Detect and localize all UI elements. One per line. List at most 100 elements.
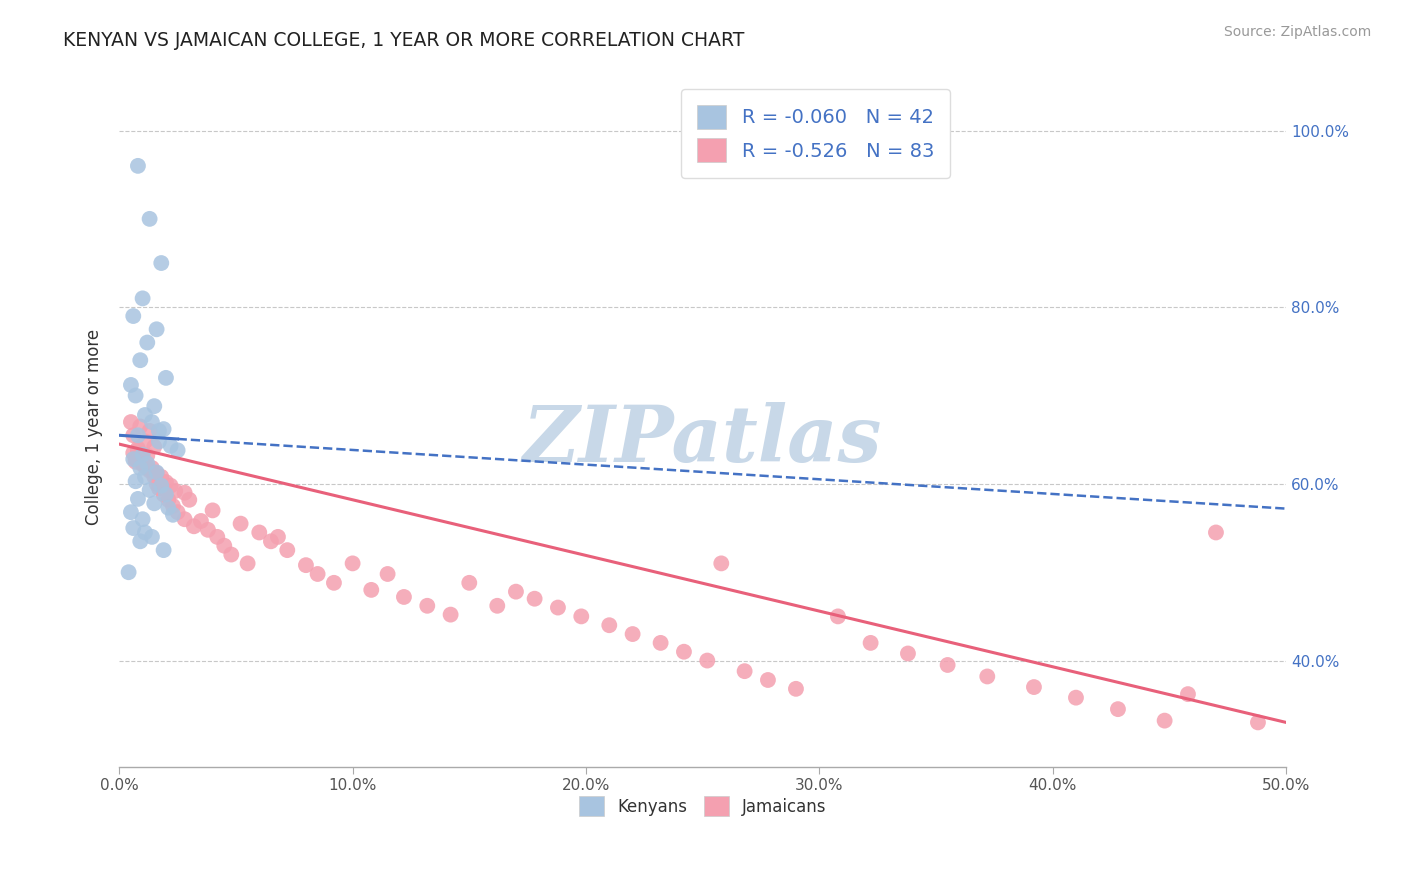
Point — [150, 256, 173, 270]
Point — [143, 399, 166, 413]
Point — [150, 478, 173, 492]
Point — [145, 467, 167, 481]
Point — [134, 459, 156, 474]
Point — [120, 378, 142, 392]
Point — [145, 476, 167, 491]
Point — [377, 566, 399, 581]
Point — [295, 558, 318, 573]
Point — [124, 474, 146, 488]
Point — [183, 519, 205, 533]
Point — [214, 539, 236, 553]
Point — [129, 419, 152, 434]
Point — [219, 548, 242, 562]
Point — [307, 566, 329, 581]
Point — [523, 591, 546, 606]
Point — [1064, 690, 1087, 705]
Point — [134, 434, 156, 449]
Point — [150, 470, 173, 484]
Point — [155, 487, 177, 501]
Point — [148, 481, 170, 495]
Point — [122, 309, 145, 323]
Point — [131, 448, 153, 462]
Point — [127, 491, 149, 506]
Point — [129, 461, 152, 475]
Point — [138, 483, 160, 497]
Point — [734, 664, 756, 678]
Y-axis label: College, 1 year or more: College, 1 year or more — [86, 328, 103, 524]
Point — [117, 566, 139, 580]
Point — [136, 457, 159, 471]
Point — [166, 443, 188, 458]
Text: ZIPatlas: ZIPatlas — [523, 401, 883, 478]
Point — [157, 492, 180, 507]
Point — [136, 449, 159, 463]
Point — [173, 485, 195, 500]
Point — [1177, 687, 1199, 701]
Point — [236, 557, 259, 571]
Point — [360, 582, 382, 597]
Point — [756, 673, 779, 687]
Point — [129, 452, 152, 467]
Point — [124, 455, 146, 469]
Point — [122, 446, 145, 460]
Point — [127, 428, 149, 442]
Point — [696, 654, 718, 668]
Point — [120, 505, 142, 519]
Point — [136, 461, 159, 475]
Text: Source: ZipAtlas.com: Source: ZipAtlas.com — [1223, 25, 1371, 39]
Point — [1153, 714, 1175, 728]
Point — [323, 575, 346, 590]
Point — [152, 422, 174, 436]
Point — [148, 434, 170, 449]
Point — [416, 599, 439, 613]
Point — [134, 408, 156, 422]
Point — [143, 496, 166, 510]
Point — [166, 505, 188, 519]
Point — [152, 543, 174, 558]
Point — [672, 645, 695, 659]
Point — [162, 499, 184, 513]
Point — [141, 461, 163, 475]
Point — [936, 657, 959, 672]
Point — [207, 530, 229, 544]
Point — [148, 424, 170, 438]
Point — [138, 464, 160, 478]
Point — [569, 609, 592, 624]
Point — [134, 525, 156, 540]
Point — [127, 442, 149, 456]
Point — [976, 669, 998, 683]
Point — [710, 557, 733, 571]
Point — [155, 371, 177, 385]
Point — [131, 512, 153, 526]
Point — [276, 543, 298, 558]
Point — [131, 448, 153, 462]
Point — [145, 322, 167, 336]
Point — [145, 466, 167, 480]
Text: KENYAN VS JAMAICAN COLLEGE, 1 YEAR OR MORE CORRELATION CHART: KENYAN VS JAMAICAN COLLEGE, 1 YEAR OR MO… — [63, 31, 745, 50]
Point — [190, 514, 212, 528]
Point — [897, 647, 920, 661]
Point — [141, 530, 163, 544]
Point — [129, 534, 152, 549]
Point — [157, 500, 180, 515]
Point — [155, 475, 177, 489]
Point — [197, 523, 219, 537]
Point — [143, 470, 166, 484]
Point — [120, 415, 142, 429]
Point — [785, 681, 807, 696]
Point — [486, 599, 509, 613]
Point — [122, 428, 145, 442]
Point — [143, 440, 166, 454]
Point — [138, 211, 160, 226]
Point — [159, 439, 181, 453]
Point — [173, 512, 195, 526]
Point — [162, 508, 184, 522]
Point — [127, 443, 149, 458]
Point — [621, 627, 644, 641]
Point — [458, 575, 481, 590]
Point — [134, 470, 156, 484]
Point — [267, 530, 290, 544]
Point — [260, 534, 283, 549]
Point — [131, 291, 153, 305]
Point — [129, 353, 152, 368]
